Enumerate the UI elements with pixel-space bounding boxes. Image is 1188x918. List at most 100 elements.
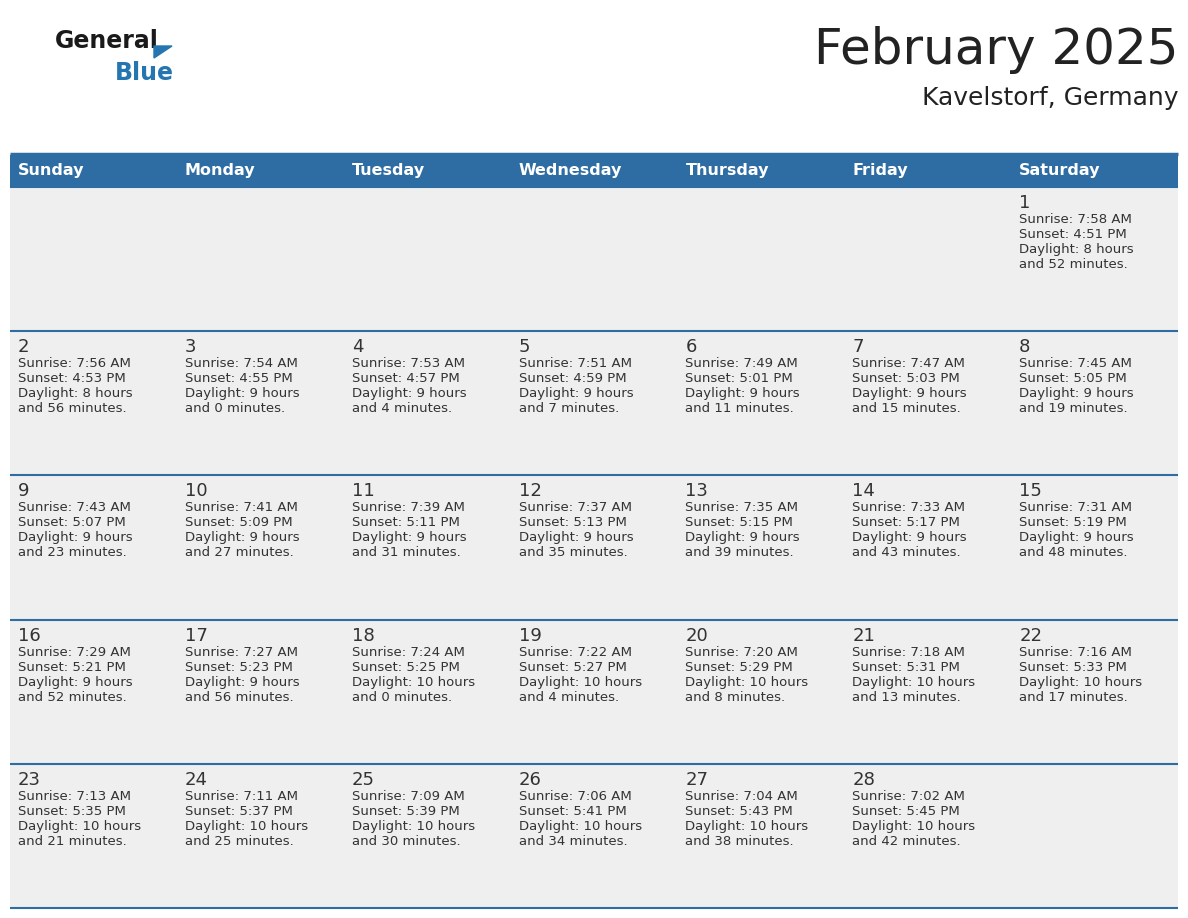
Text: and 31 minutes.: and 31 minutes. [352, 546, 461, 559]
Text: Sunset: 5:37 PM: Sunset: 5:37 PM [185, 805, 292, 818]
Bar [845, 155, 1011, 187]
Text: 2: 2 [18, 338, 30, 356]
Text: Sunset: 5:43 PM: Sunset: 5:43 PM [685, 805, 794, 818]
Text: Sunset: 5:01 PM: Sunset: 5:01 PM [685, 372, 794, 386]
Text: Sunset: 5:09 PM: Sunset: 5:09 PM [185, 517, 292, 530]
Text: 9: 9 [18, 482, 30, 500]
Text: and 0 minutes.: and 0 minutes. [185, 402, 285, 415]
Text: Sunset: 4:55 PM: Sunset: 4:55 PM [185, 372, 292, 386]
Text: Sunrise: 7:09 AM: Sunrise: 7:09 AM [352, 789, 465, 803]
Bar [511, 620, 677, 764]
Text: and 56 minutes.: and 56 minutes. [18, 402, 127, 415]
Text: Daylight: 9 hours: Daylight: 9 hours [352, 387, 467, 400]
Text: and 56 minutes.: and 56 minutes. [185, 690, 293, 703]
Text: Daylight: 9 hours: Daylight: 9 hours [18, 532, 133, 544]
Bar [343, 764, 511, 908]
Text: Sunrise: 7:16 AM: Sunrise: 7:16 AM [1019, 645, 1132, 658]
Text: Blue: Blue [115, 61, 173, 85]
Text: Sunrise: 7:54 AM: Sunrise: 7:54 AM [185, 357, 298, 370]
Bar [343, 331, 511, 476]
Text: 26: 26 [519, 771, 542, 789]
Bar [677, 331, 845, 476]
Text: Daylight: 9 hours: Daylight: 9 hours [519, 532, 633, 544]
Text: 1: 1 [1019, 194, 1030, 212]
Text: 28: 28 [852, 771, 876, 789]
Text: 16: 16 [18, 627, 40, 644]
Text: Sunrise: 7:13 AM: Sunrise: 7:13 AM [18, 789, 131, 803]
Text: Sunrise: 7:47 AM: Sunrise: 7:47 AM [852, 357, 965, 370]
Polygon shape [154, 46, 172, 58]
Text: Sunset: 5:27 PM: Sunset: 5:27 PM [519, 661, 626, 674]
Text: 7: 7 [852, 338, 864, 356]
Bar [511, 764, 677, 908]
Text: Sunset: 5:45 PM: Sunset: 5:45 PM [852, 805, 960, 818]
Text: Sunrise: 7:27 AM: Sunrise: 7:27 AM [185, 645, 298, 658]
Text: February 2025: February 2025 [814, 26, 1178, 74]
Text: Daylight: 9 hours: Daylight: 9 hours [1019, 532, 1133, 544]
Bar [343, 476, 511, 620]
Text: 11: 11 [352, 482, 374, 500]
Bar [177, 331, 343, 476]
Bar [343, 187, 511, 331]
Text: and 8 minutes.: and 8 minutes. [685, 690, 785, 703]
Text: Sunrise: 7:22 AM: Sunrise: 7:22 AM [519, 645, 632, 658]
Text: Daylight: 9 hours: Daylight: 9 hours [185, 676, 299, 688]
Bar [1011, 476, 1178, 620]
Text: Sunrise: 7:33 AM: Sunrise: 7:33 AM [852, 501, 966, 514]
Text: and 4 minutes.: and 4 minutes. [519, 690, 619, 703]
Bar [177, 620, 343, 764]
Bar [677, 187, 845, 331]
Bar [10, 187, 177, 331]
Bar [10, 476, 177, 620]
Text: Friday: Friday [852, 163, 908, 178]
Text: Sunset: 5:29 PM: Sunset: 5:29 PM [685, 661, 794, 674]
Bar [677, 764, 845, 908]
Text: Daylight: 8 hours: Daylight: 8 hours [18, 387, 133, 400]
Text: Sunrise: 7:41 AM: Sunrise: 7:41 AM [185, 501, 298, 514]
Text: 23: 23 [18, 771, 42, 789]
Text: Sunrise: 7:11 AM: Sunrise: 7:11 AM [185, 789, 298, 803]
Text: Sunrise: 7:39 AM: Sunrise: 7:39 AM [352, 501, 465, 514]
Text: and 23 minutes.: and 23 minutes. [18, 546, 127, 559]
Text: Sunrise: 7:04 AM: Sunrise: 7:04 AM [685, 789, 798, 803]
Text: Daylight: 10 hours: Daylight: 10 hours [519, 820, 642, 833]
Text: Sunrise: 7:29 AM: Sunrise: 7:29 AM [18, 645, 131, 658]
Text: and 19 minutes.: and 19 minutes. [1019, 402, 1127, 415]
Text: and 42 minutes.: and 42 minutes. [852, 834, 961, 848]
Text: Sunrise: 7:58 AM: Sunrise: 7:58 AM [1019, 213, 1132, 226]
Bar [845, 331, 1011, 476]
Text: 14: 14 [852, 482, 876, 500]
Text: Sunrise: 7:20 AM: Sunrise: 7:20 AM [685, 645, 798, 658]
Bar [343, 620, 511, 764]
Text: Daylight: 10 hours: Daylight: 10 hours [185, 820, 308, 833]
Text: and 25 minutes.: and 25 minutes. [185, 834, 293, 848]
Text: 13: 13 [685, 482, 708, 500]
Text: Monday: Monday [185, 163, 255, 178]
Bar [1011, 620, 1178, 764]
Text: 20: 20 [685, 627, 708, 644]
Text: Daylight: 10 hours: Daylight: 10 hours [352, 676, 475, 688]
Text: Sunrise: 7:56 AM: Sunrise: 7:56 AM [18, 357, 131, 370]
Text: Sunset: 5:11 PM: Sunset: 5:11 PM [352, 517, 460, 530]
Text: Sunrise: 7:49 AM: Sunrise: 7:49 AM [685, 357, 798, 370]
Bar [1011, 155, 1178, 187]
Text: Sunset: 5:19 PM: Sunset: 5:19 PM [1019, 517, 1127, 530]
Text: and 52 minutes.: and 52 minutes. [18, 690, 127, 703]
Text: Sunset: 4:57 PM: Sunset: 4:57 PM [352, 372, 460, 386]
Text: Sunset: 5:21 PM: Sunset: 5:21 PM [18, 661, 126, 674]
Text: Daylight: 9 hours: Daylight: 9 hours [519, 387, 633, 400]
Text: Daylight: 10 hours: Daylight: 10 hours [852, 676, 975, 688]
Text: 15: 15 [1019, 482, 1042, 500]
Bar [1011, 187, 1178, 331]
Text: 27: 27 [685, 771, 708, 789]
Text: Daylight: 10 hours: Daylight: 10 hours [519, 676, 642, 688]
Text: and 30 minutes.: and 30 minutes. [352, 834, 460, 848]
Text: 22: 22 [1019, 627, 1042, 644]
Text: Sunrise: 7:45 AM: Sunrise: 7:45 AM [1019, 357, 1132, 370]
Bar [343, 155, 511, 187]
Text: and 48 minutes.: and 48 minutes. [1019, 546, 1127, 559]
Text: Sunset: 5:23 PM: Sunset: 5:23 PM [185, 661, 292, 674]
Bar [845, 476, 1011, 620]
Bar [511, 187, 677, 331]
Text: 12: 12 [519, 482, 542, 500]
